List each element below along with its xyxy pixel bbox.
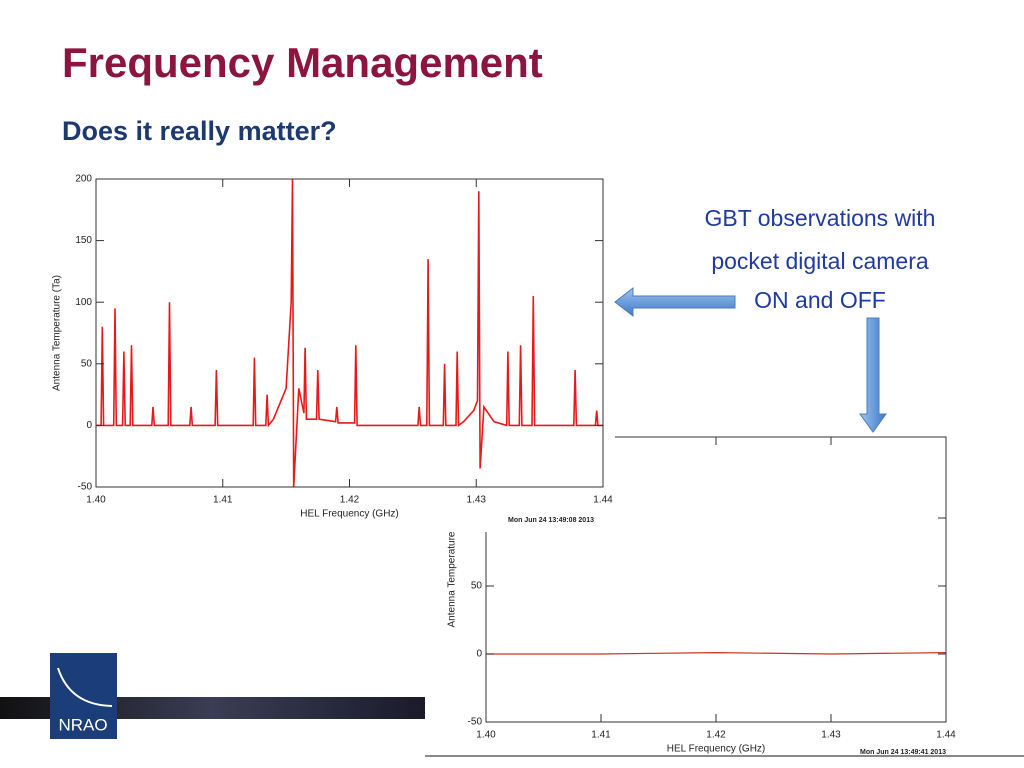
note-line: ON and OFF — [754, 287, 886, 313]
x-tick-label: 1.44 — [936, 730, 956, 741]
y-tick-label: -50 — [78, 482, 93, 493]
y-tick-label: 0 — [476, 649, 482, 660]
charts: -50 0 50 100 1.40 1.41 1.42 1.43 1.44 HEL Frequen… — [40, 172, 1024, 757]
note-line: pocket digital camera — [711, 248, 929, 274]
logo — [50, 653, 117, 739]
logo-text: NRAO — [58, 715, 107, 734]
slide-subtitle: Does it really matter? — [62, 116, 337, 146]
x-tick-label: 1.42 — [706, 730, 726, 741]
y-tick-label: 150 — [75, 235, 92, 246]
arrow-down — [859, 317, 887, 433]
x-tick-label: 1.42 — [340, 495, 360, 506]
x-tick-label: 1.43 — [467, 495, 487, 506]
slide-title: Frequency Management — [62, 39, 543, 86]
x-tick-label: 1.41 — [591, 730, 611, 741]
y-tick-label: 50 — [81, 358, 93, 369]
x-tick-label: 1.44 — [593, 495, 613, 506]
x-axis-label: HEL Frequency (GHz) — [300, 509, 399, 520]
y-axis-label: Antenna Temperature — [447, 531, 458, 627]
y-tick-label: 200 — [75, 174, 92, 185]
logo-dish — [57, 667, 113, 707]
data-line — [486, 651, 947, 655]
timestamp: Mon Jun 24 13:49:41 2013 — [860, 749, 946, 756]
note-line: GBT observations with — [705, 205, 936, 231]
data-line — [96, 178, 603, 488]
y-axis-label: Antenna Temperature (Ta) — [52, 275, 63, 391]
y-tick-label: 0 — [86, 420, 92, 431]
y-tick-label: 100 — [75, 297, 92, 308]
x-tick-label: 1.40 — [86, 495, 106, 506]
x-axis-label: HEL Frequency (GHz) — [667, 744, 766, 755]
timestamp: Mon Jun 24 13:49:08 2013 — [508, 517, 594, 524]
x-tick-label: 1.41 — [213, 495, 233, 506]
chart: -50 0 50 100 150 200 1.40 1.41 1.42 1.43 1.44 HEL F… — [40, 172, 615, 532]
y-tick-label: -50 — [468, 717, 483, 728]
x-tick-label: 1.40 — [476, 730, 496, 741]
chart-background — [40, 172, 615, 532]
x-tick-label: 1.43 — [821, 730, 841, 741]
y-tick-label: 50 — [471, 581, 483, 592]
arrow-left — [614, 286, 736, 318]
